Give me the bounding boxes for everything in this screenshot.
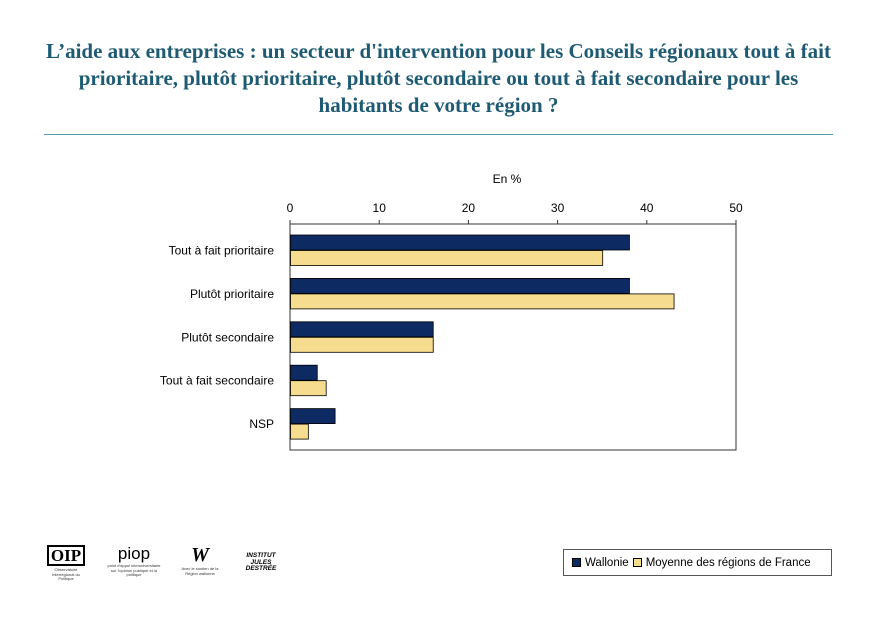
bar-france <box>290 293 675 310</box>
oip-logo-caption: Observatoire Interrégional du Politique <box>52 567 80 581</box>
x-tick-label: 20 <box>462 201 476 215</box>
category-label: Plutôt secondaire <box>181 330 274 344</box>
partner-logos: OIP Observatoire Interrégional du Politi… <box>44 545 289 581</box>
bar-wallonie <box>290 364 318 381</box>
piop-logo: piop point d'appui interuniversitaire su… <box>106 545 162 578</box>
bar-france <box>290 423 309 440</box>
x-tick-label: 0 <box>287 201 294 215</box>
x-tick-label: 30 <box>551 201 565 215</box>
institut-destree-logo-mark: INSTITUT JULES DESTRÉE <box>245 552 277 572</box>
oip-logo-mark: OIP <box>46 545 86 566</box>
bar-france <box>290 380 327 397</box>
region-wallonne-logo-mark: W <box>191 544 209 566</box>
x-tick-label: 40 <box>640 201 654 215</box>
bar-wallonie <box>290 408 336 425</box>
legend-label-wallonie: Wallonie <box>585 556 629 569</box>
oip-logo: OIP Observatoire Interrégional du Politi… <box>44 545 88 582</box>
bar-france <box>290 336 434 353</box>
region-wallonne-logo: W Avec le soutien de la Région wallonne <box>180 545 220 576</box>
unit-label: En % <box>493 172 522 186</box>
legend: Wallonie Moyenne des régions de France <box>563 549 832 576</box>
bar-france <box>290 250 604 266</box>
region-wallonne-logo-caption: Avec le soutien de la Région wallonne <box>181 566 219 576</box>
bar-wallonie <box>290 321 434 338</box>
x-tick-label: 50 <box>729 201 743 215</box>
legend-label-france: Moyenne des régions de France <box>645 556 811 569</box>
bar-wallonie <box>290 277 630 294</box>
institut-destree-logo: INSTITUT JULES DESTRÉE <box>238 545 284 573</box>
x-tick-label: 10 <box>373 201 387 215</box>
category-label: Tout à fait prioritaire <box>169 244 275 258</box>
category-label: Plutôt prioritaire <box>190 287 274 301</box>
bar-wallonie <box>290 234 630 251</box>
plot-frame <box>289 223 737 451</box>
piop-logo-mark: piop <box>117 544 151 563</box>
category-label: Tout à fait secondaire <box>160 374 274 388</box>
piop-logo-caption: point d'appui interuniversitaire sur l'o… <box>107 563 161 577</box>
legend-swatch-wallonie <box>572 558 581 567</box>
legend-entry-france: Moyenne des régions de France <box>632 556 811 569</box>
legend-entry-wallonie: Wallonie <box>572 557 629 569</box>
category-label: NSP <box>249 417 274 431</box>
legend-swatch-france <box>632 558 642 567</box>
title-divider <box>44 134 833 135</box>
chart-title: L’aide aux entreprises : un secteur d'in… <box>46 39 831 117</box>
